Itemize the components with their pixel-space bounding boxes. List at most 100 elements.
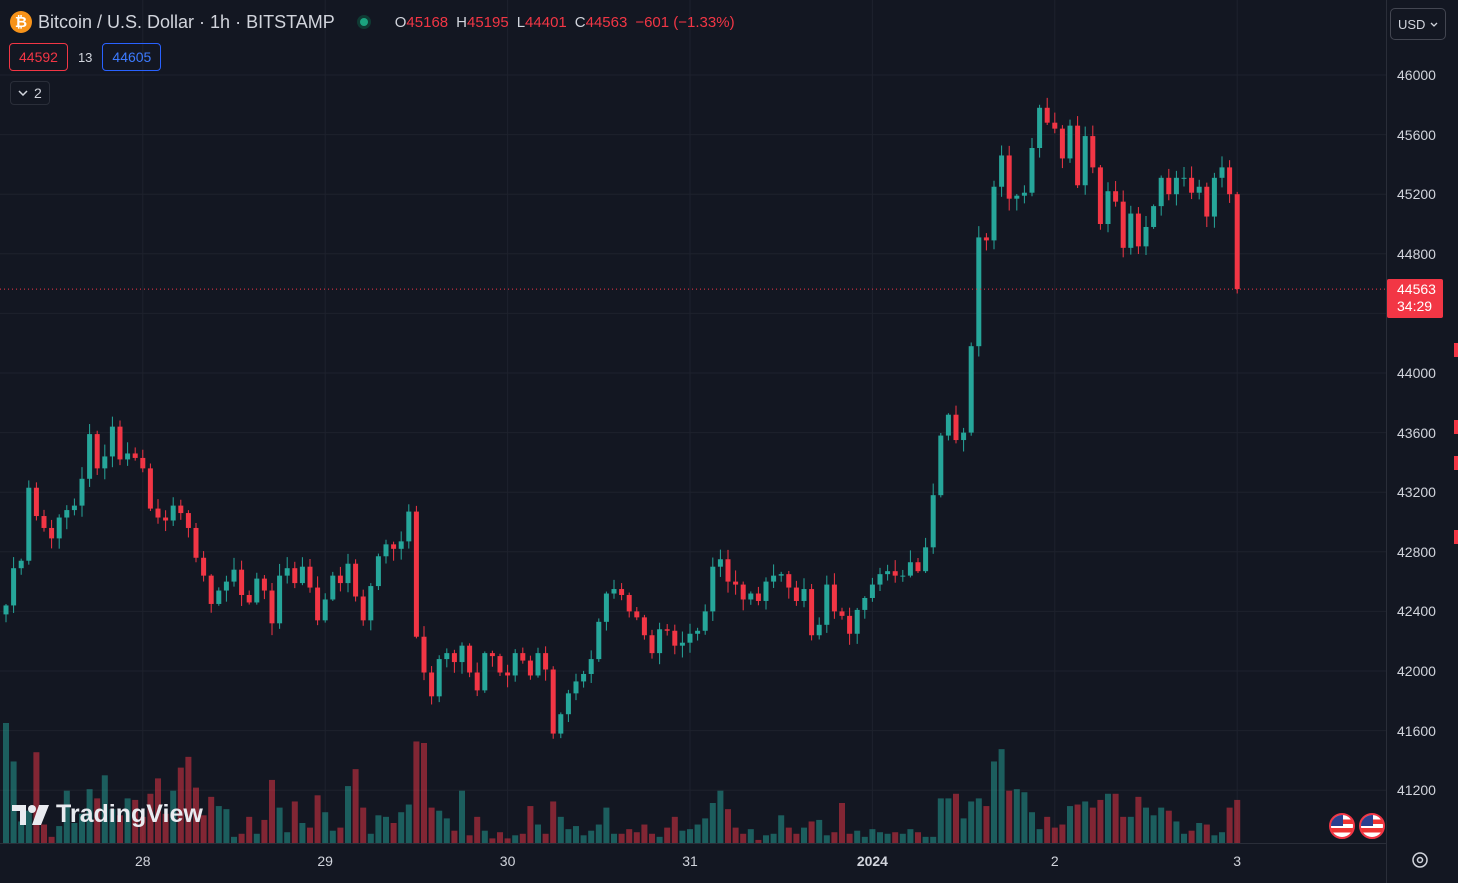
volume-bar (1219, 832, 1225, 843)
volume-bar (527, 806, 534, 843)
us-flag-event-icon[interactable] (1359, 813, 1385, 839)
volume-bar (307, 827, 313, 843)
candle-body (588, 659, 594, 674)
volume-bar (1112, 793, 1119, 843)
price-tick-label: 42000 (1397, 663, 1436, 679)
candle-body (451, 653, 457, 663)
candle-body (132, 453, 138, 458)
candle-body (877, 574, 883, 585)
candle-body (147, 468, 153, 509)
volume-bar (641, 824, 648, 843)
candlestick-chart[interactable] (0, 0, 1386, 843)
volume-bar (132, 799, 139, 843)
volume-bar (291, 801, 298, 843)
price-tick-label: 45200 (1397, 186, 1436, 203)
price-scale[interactable]: 46000 45600 45200 44800 44000 43600 43200 42800… (1386, 0, 1458, 883)
volume-bar (953, 793, 959, 843)
volume-bar (390, 823, 397, 843)
candle-body (1006, 155, 1012, 199)
candle-body (619, 589, 625, 596)
candle-body (436, 659, 442, 697)
candle-body (1075, 125, 1081, 186)
candle-body (1219, 167, 1225, 178)
candle-body (512, 653, 518, 676)
candle-body (1173, 177, 1179, 195)
tradingview-logo: TradingView (12, 800, 203, 829)
volume-bar (329, 830, 336, 843)
buy-button[interactable]: 44605 (102, 43, 162, 71)
volume-bar (960, 818, 967, 843)
candle-body (1067, 125, 1073, 159)
volume-bar (565, 829, 572, 843)
volume-bar (930, 836, 937, 843)
volume-bar (413, 741, 420, 843)
volume-bar (421, 743, 427, 843)
candle-body (657, 629, 663, 654)
volume-bar (831, 832, 838, 843)
volume-bar (580, 835, 587, 843)
symbol-title[interactable]: Bitcoin / U.S. Dollar · 1h · BITSTAMP (38, 11, 335, 32)
candle-body (710, 566, 716, 612)
volume-bar (618, 833, 625, 843)
volume-bar (892, 832, 899, 843)
candle-body (1211, 177, 1217, 217)
candle-body (505, 672, 511, 676)
candle-body (1052, 122, 1058, 129)
candle-body (1189, 177, 1195, 193)
volume-bar (322, 812, 329, 843)
candle-body (413, 511, 419, 637)
volume-bar (656, 836, 663, 843)
volume-bar (177, 767, 184, 843)
candle-body (1234, 194, 1240, 290)
candle-body (193, 527, 199, 558)
candle-body (33, 487, 39, 517)
sell-button[interactable]: 44592 (9, 43, 68, 71)
volume-bar (466, 835, 473, 843)
price-tick-label: 43200 (1397, 484, 1436, 501)
candle-body (611, 589, 617, 594)
candle-body (474, 672, 480, 691)
candle-body (847, 615, 853, 634)
candle-body (596, 621, 602, 660)
volume-bar (253, 833, 260, 843)
candle-body (467, 645, 473, 673)
chart-settings-icon[interactable] (1410, 850, 1430, 875)
volume-bar (884, 833, 891, 843)
volume-bar (778, 815, 785, 843)
market-status-icon[interactable] (356, 15, 371, 29)
candle-body (672, 630, 678, 646)
price-tick-label: 44800 (1397, 245, 1436, 262)
candle-body (839, 611, 845, 616)
volume-bar (231, 836, 237, 843)
candle-body (1196, 186, 1202, 193)
volume-bar (1211, 835, 1218, 843)
chart-pane[interactable]: ₿ Bitcoin / U.S. Dollar · 1h · BITSTAMP … (0, 0, 1386, 843)
volume-bar (63, 790, 70, 843)
volume-bar (1173, 821, 1180, 843)
volume-bar (1013, 789, 1020, 843)
indicators-toggle-button[interactable]: 2 (10, 81, 50, 105)
candle-body (1151, 206, 1157, 227)
volume-bar (71, 823, 78, 843)
currency-selector[interactable]: USD (1390, 8, 1446, 40)
volume-bar (1105, 793, 1111, 843)
volume-bar (557, 816, 564, 843)
volume-bar (1150, 815, 1157, 843)
candle-body (246, 595, 252, 603)
volume-bar (436, 810, 443, 843)
price-tick-label: 42400 (1397, 603, 1436, 620)
volume-bar (808, 821, 815, 843)
volume-bar (854, 830, 861, 843)
candle-body (1029, 148, 1035, 193)
candle-body (398, 541, 404, 549)
candle-body (793, 587, 799, 601)
volume-bar (215, 806, 222, 843)
tradingview-logo-icon (12, 804, 49, 825)
candle-body (482, 653, 488, 691)
volume-bar (869, 829, 876, 843)
us-flag-event-icon[interactable] (1329, 813, 1355, 839)
candle-body (717, 559, 723, 567)
volume-bar (983, 806, 990, 843)
symbol-legend[interactable]: ₿ Bitcoin / U.S. Dollar · 1h · BITSTAMP … (10, 11, 735, 33)
time-scale[interactable]: 28 29 30 31 2024 2 3 (0, 843, 1386, 883)
